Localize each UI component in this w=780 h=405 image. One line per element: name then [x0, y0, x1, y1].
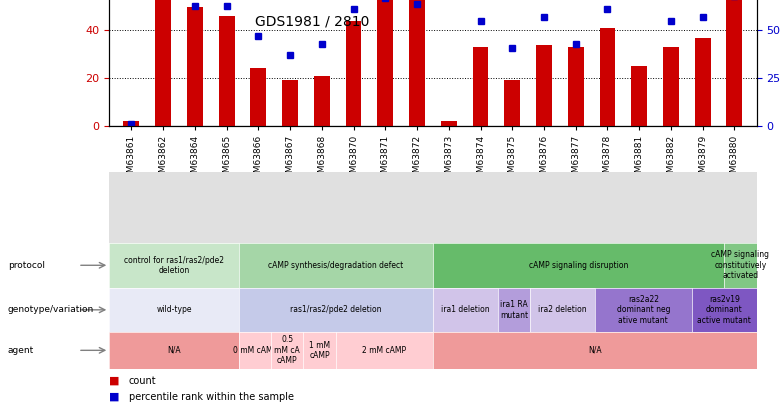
Bar — [726, 0, 743, 126]
Bar — [155, 0, 171, 126]
Text: control for ras1/ras2/pde2
deletion: control for ras1/ras2/pde2 deletion — [124, 256, 224, 275]
Text: 2 mM cAMP: 2 mM cAMP — [362, 346, 406, 355]
Bar — [250, 68, 266, 126]
Bar — [346, 21, 361, 126]
Bar — [631, 66, 647, 126]
Text: ■: ■ — [109, 376, 119, 386]
Text: 1 mM
cAMP: 1 mM cAMP — [309, 341, 330, 360]
Text: ira2 deletion: ira2 deletion — [538, 305, 587, 314]
Text: ras2a22
dominant neg
ative mutant: ras2a22 dominant neg ative mutant — [616, 295, 670, 325]
Text: genotype/variation: genotype/variation — [8, 305, 94, 314]
Bar — [314, 76, 330, 126]
Bar — [409, 0, 425, 126]
Bar — [282, 80, 298, 126]
Text: agent: agent — [8, 346, 34, 355]
Bar — [536, 45, 552, 126]
Text: N/A: N/A — [167, 346, 181, 355]
Bar — [473, 47, 488, 126]
Bar — [568, 47, 583, 126]
Bar — [218, 16, 235, 126]
Text: count: count — [129, 376, 156, 386]
Bar — [695, 38, 711, 126]
Text: N/A: N/A — [588, 346, 601, 355]
Text: 0.5
mM cA
cAMP: 0.5 mM cA cAMP — [275, 335, 300, 365]
Text: cAMP signaling disruption: cAMP signaling disruption — [529, 261, 628, 270]
Bar — [600, 28, 615, 126]
Bar — [505, 80, 520, 126]
Text: GDS1981 / 2810: GDS1981 / 2810 — [255, 14, 369, 28]
Text: cAMP signaling
constitutively activated: cAMP signaling constitutively activated — [711, 250, 769, 280]
Text: wild-type: wild-type — [156, 305, 192, 314]
Text: cAMP synthesis/degradation defect: cAMP synthesis/degradation defect — [268, 261, 403, 270]
Text: 0 mM cAMP: 0 mM cAMP — [232, 346, 277, 355]
Bar — [123, 121, 140, 126]
Text: protocol: protocol — [8, 261, 44, 270]
Text: ras1/ras2/pde2 deletion: ras1/ras2/pde2 deletion — [290, 305, 381, 314]
Bar — [378, 0, 393, 126]
Text: ira1 RA
mutant: ira1 RA mutant — [500, 300, 528, 320]
Bar — [663, 47, 679, 126]
Text: ira1 deletion: ira1 deletion — [441, 305, 490, 314]
Bar — [187, 6, 203, 126]
Bar — [441, 121, 457, 126]
Text: ras2v19
dominant
active mutant: ras2v19 dominant active mutant — [697, 295, 751, 325]
Text: percentile rank within the sample: percentile rank within the sample — [129, 392, 294, 402]
Text: ■: ■ — [109, 392, 119, 402]
